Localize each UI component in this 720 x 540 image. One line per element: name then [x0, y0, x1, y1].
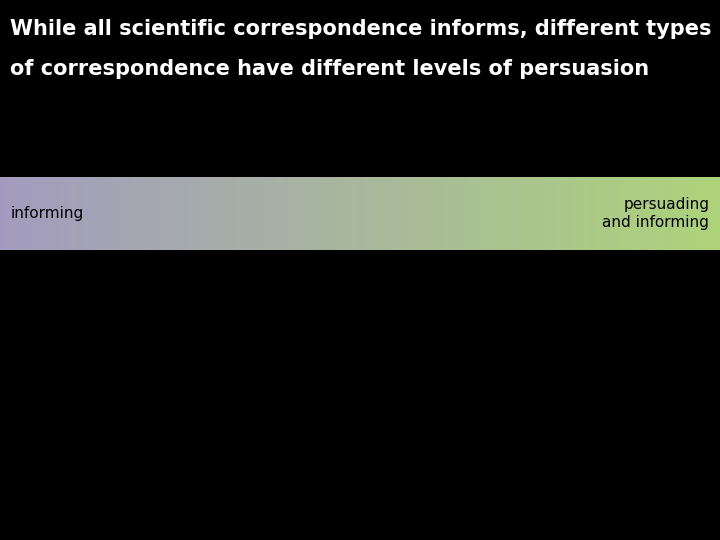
Text: of correspondence have different levels of persuasion: of correspondence have different levels …: [10, 59, 649, 79]
Text: informing: informing: [11, 206, 84, 221]
Text: While all scientific correspondence informs, different types: While all scientific correspondence info…: [10, 19, 711, 39]
Text: persuading
and informing: persuading and informing: [603, 197, 709, 230]
